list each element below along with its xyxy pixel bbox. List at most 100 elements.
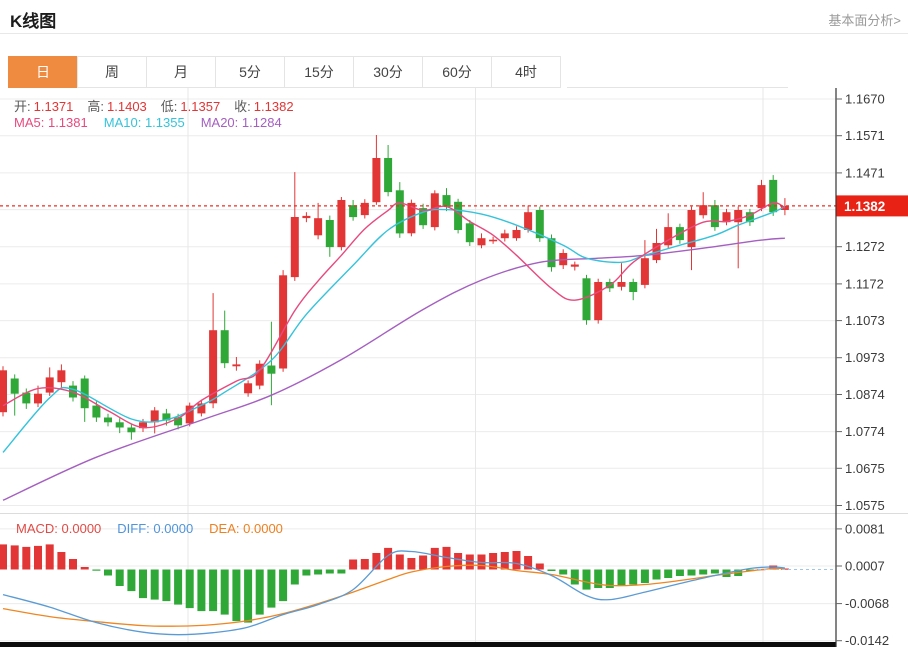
axis-tick-label: 1.1172 <box>845 276 884 291</box>
macd-bar <box>69 559 77 570</box>
grid-layer <box>0 88 908 642</box>
candle-down <box>769 179 778 213</box>
axis-tick-label: 1.1073 <box>845 313 885 328</box>
macd-bar <box>617 569 626 586</box>
macd-bar <box>104 569 112 576</box>
macd-bar <box>524 556 533 570</box>
macd-bar <box>687 569 696 576</box>
candle-up <box>489 239 498 242</box>
ma-lines-layer <box>0 202 836 501</box>
axis-tick-label: 0.0007 <box>845 559 885 574</box>
candle-down <box>174 417 183 426</box>
macd-bar <box>547 569 556 571</box>
axis-tick-label: 1.0675 <box>845 461 885 476</box>
tab-60min[interactable]: 60分 <box>422 56 492 88</box>
candle-down <box>267 365 276 374</box>
candle-up <box>209 330 218 404</box>
tab-15min[interactable]: 15分 <box>284 56 354 88</box>
candle-up <box>185 405 194 424</box>
candle-down <box>629 282 638 292</box>
candle-up <box>314 218 323 236</box>
macd-bar <box>45 544 54 570</box>
candle-down <box>465 223 474 243</box>
axis-tick-label: 1.0575 <box>845 498 885 513</box>
candle-down <box>710 205 719 228</box>
macd-bar <box>430 547 439 570</box>
fundamental-analysis-link[interactable]: 基本面分析> <box>828 13 901 28</box>
candle-down <box>454 201 463 230</box>
ma10-line <box>2 205 786 453</box>
candle-down <box>395 190 404 234</box>
macd-bar <box>664 569 673 578</box>
macd-bar <box>279 569 288 602</box>
candle-down <box>442 195 451 207</box>
axis-tick-label: 1.1272 <box>845 239 885 254</box>
macd-bar <box>174 569 183 605</box>
tab-5min[interactable]: 5分 <box>215 56 285 88</box>
macd-bar <box>582 569 591 590</box>
macd-bar <box>92 569 101 571</box>
macd-bar <box>209 569 218 612</box>
candle-up <box>570 264 579 267</box>
macd-bar <box>454 553 463 570</box>
candle-up <box>34 393 42 404</box>
macd-bar <box>0 544 7 570</box>
candle-up <box>139 422 147 429</box>
tab-30min[interactable]: 30分 <box>353 56 423 88</box>
candle-up <box>197 403 206 414</box>
axis-tick-label: -0.0068 <box>845 596 889 611</box>
axis-tick-label: 1.1571 <box>845 128 885 143</box>
tabbar-bottom-border <box>567 87 788 88</box>
candle-down <box>92 405 101 418</box>
macd-bar <box>220 569 229 615</box>
macd-bar <box>605 569 614 588</box>
candle-down <box>419 208 428 226</box>
candle-up <box>617 282 626 287</box>
macd-bar <box>699 569 708 575</box>
header-divider <box>0 33 908 34</box>
macd-bar <box>395 554 404 570</box>
macd-bar <box>127 569 136 592</box>
axis-tick-label: 0.0081 <box>845 521 885 536</box>
macd-bar <box>594 569 603 588</box>
macd-bar <box>80 567 89 570</box>
ma20-line <box>2 237 785 501</box>
candle-up <box>640 258 649 285</box>
candle-up <box>232 364 241 367</box>
candle-up <box>757 185 766 209</box>
tab-week[interactable]: 周 <box>77 56 147 88</box>
candle-down <box>80 378 89 409</box>
kline-chart-canvas[interactable]: 1.1670 1.1571 1.1471 1.1272 1.1172 1.1073 1.09… <box>0 88 908 648</box>
tab-day[interactable]: 日 <box>8 56 78 88</box>
candle-down <box>582 278 591 321</box>
macd-bar <box>535 563 544 570</box>
macd-bar <box>489 553 498 570</box>
macd-bar <box>745 569 754 571</box>
macd-bar <box>139 569 147 599</box>
macd-bar <box>244 569 253 623</box>
macd-bar <box>34 545 42 570</box>
axis-tick-label: 1.1471 <box>845 165 885 180</box>
axis-tick-label: 1.0774 <box>845 424 885 439</box>
macd-bar <box>267 569 276 608</box>
candle-up <box>150 410 159 423</box>
macd-bar <box>314 569 323 575</box>
candle-up <box>512 230 521 239</box>
axis-tick-label: 1.1670 <box>845 92 885 107</box>
macd-bar <box>150 569 159 600</box>
axis-tick-label: -0.0142 <box>845 633 889 648</box>
candle-up <box>664 227 673 246</box>
macd-bar <box>22 546 31 570</box>
candle-up <box>500 233 509 239</box>
tab-month[interactable]: 月 <box>146 56 216 88</box>
macd-bar <box>419 555 428 570</box>
macd-bar <box>162 569 171 602</box>
macd-bar <box>185 569 194 609</box>
candle-down <box>104 417 112 423</box>
candle-up <box>337 200 346 248</box>
candle-up <box>279 275 288 369</box>
macd-bar <box>232 569 241 622</box>
tab-4hour[interactable]: 4时 <box>491 56 561 88</box>
macd-bar <box>384 547 393 570</box>
macd-bar <box>640 569 649 583</box>
